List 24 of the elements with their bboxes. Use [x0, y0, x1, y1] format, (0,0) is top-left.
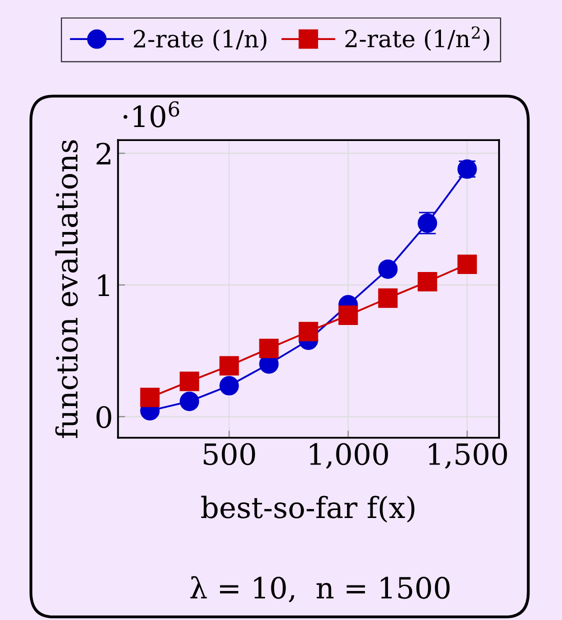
- point: [180, 392, 200, 412]
- y-tick-label: 0: [96, 406, 112, 428]
- text: ·10$^{6}$: [124, 101, 180, 128]
- x-tick-label: 1,000: [310, 443, 388, 469]
- text: λ = 10, n = 1500: [190, 576, 450, 602]
- point: [457, 254, 477, 274]
- point: [259, 338, 279, 358]
- point: [338, 306, 358, 325]
- legend-label: 2-rate (1/n$^{2}$): [345, 26, 490, 51]
- point: [378, 259, 398, 279]
- legend-label: 2-rate (1/n): [134, 29, 266, 52]
- point: [418, 272, 438, 292]
- y-axis-title: function evaluations: [55, 140, 78, 438]
- point: [378, 288, 398, 308]
- point: [298, 322, 318, 342]
- x-tick-label: 500: [204, 443, 256, 466]
- y-tick-label: 1: [98, 274, 110, 296]
- y-tick-label: 2: [96, 142, 110, 164]
- point: [180, 372, 200, 392]
- point: [219, 376, 239, 396]
- x-tick-label: 1,500: [428, 443, 507, 469]
- point: [140, 388, 160, 408]
- x-axis-title: best-so-far f(x): [201, 496, 414, 523]
- point: [219, 356, 239, 376]
